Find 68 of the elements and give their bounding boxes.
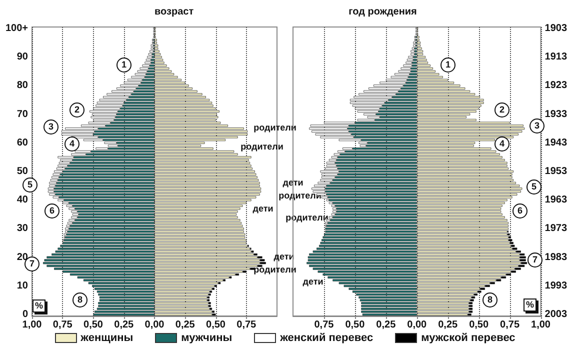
- x-tick-label: 0,00: [144, 320, 165, 330]
- annotation: 3: [44, 120, 58, 134]
- y-tick-label: 1933: [544, 108, 568, 120]
- annotation: 7: [528, 252, 542, 268]
- annotation: 2: [494, 102, 510, 118]
- y-tick-label: 100+: [5, 22, 28, 34]
- x-tick-label: 1,00: [22, 320, 42, 330]
- x-tick-label: 0,75: [500, 320, 520, 330]
- y-tick-label: 1953: [544, 166, 568, 177]
- y-tick-label: 90: [16, 52, 28, 63]
- annotation: %: [524, 298, 536, 312]
- y-tick-label: 0: [22, 309, 28, 320]
- legend-label: женщины: [80, 332, 134, 344]
- y-tick-label: 1983: [544, 252, 568, 263]
- x-tick-label: 0,00: [407, 320, 428, 330]
- y-tick-label: 1963: [544, 194, 568, 206]
- legend-label: мужчины: [181, 332, 232, 344]
- annotation: 6: [44, 204, 60, 218]
- x-tick-label: 0,75: [236, 320, 257, 330]
- y-tick-label: 40: [16, 194, 28, 206]
- annotation: 6: [512, 204, 528, 218]
- x-tick-label: 0,25: [175, 320, 196, 330]
- annotation: 8: [72, 292, 88, 308]
- annotation: 4: [494, 136, 510, 152]
- annotation: родители: [254, 264, 296, 274]
- y-tick-label: 1993: [544, 280, 568, 292]
- annotation: дети: [302, 276, 324, 286]
- x-tick-label: 0,25: [376, 320, 396, 330]
- annotation: дети: [282, 178, 304, 188]
- annotation: дети: [252, 204, 274, 214]
- y-axis-title: год рождения: [348, 6, 418, 18]
- y-tick-label: 60: [16, 137, 28, 148]
- annotation: родители: [254, 122, 296, 132]
- y-tick-label: 1923: [544, 80, 568, 92]
- y-tick-label: 20: [16, 252, 28, 263]
- x-tick-label: 0,75: [52, 320, 73, 330]
- y-tick-label: 30: [16, 223, 28, 234]
- legend-label: мужской перевес: [421, 332, 516, 344]
- annotation: 1: [116, 58, 132, 72]
- y-tick-label: 80: [16, 80, 28, 92]
- annotation: 4: [64, 136, 80, 152]
- annotation: 5: [526, 180, 542, 194]
- annotation: родители: [240, 142, 284, 152]
- annotation: 5: [22, 178, 38, 192]
- annotation: 2: [70, 102, 84, 118]
- y-tick-label: 10: [16, 280, 28, 292]
- x-tick-label: 0,25: [438, 320, 458, 330]
- x-tick-label: 0,50: [206, 320, 226, 330]
- y-tick-label: 2003: [544, 309, 568, 320]
- x-tick-label: 0,50: [84, 320, 104, 330]
- y-tick-label: 1903: [544, 22, 568, 34]
- y-tick-label: 50: [16, 166, 28, 177]
- x-tick-label: 0,50: [469, 320, 489, 330]
- y-tick-label: 1943: [544, 137, 568, 148]
- x-tick-label: 0,25: [114, 320, 134, 330]
- x-tick-label: 1,00: [531, 320, 551, 330]
- y-axis-title: возраст: [154, 6, 194, 18]
- x-tick-label: 0,75: [314, 320, 334, 330]
- x-tick-label: 0,50: [345, 320, 366, 330]
- annotation: 7: [29, 258, 34, 268]
- legend-label: женский перевес: [280, 332, 374, 344]
- annotation: 1: [440, 58, 456, 72]
- annotation: 8: [482, 292, 498, 308]
- annotation: 3: [530, 118, 544, 134]
- y-tick-label: 70: [16, 108, 28, 120]
- y-tick-label: 1913: [544, 52, 568, 63]
- y-tick-label: 1973: [544, 223, 568, 234]
- annotation: %: [32, 300, 46, 312]
